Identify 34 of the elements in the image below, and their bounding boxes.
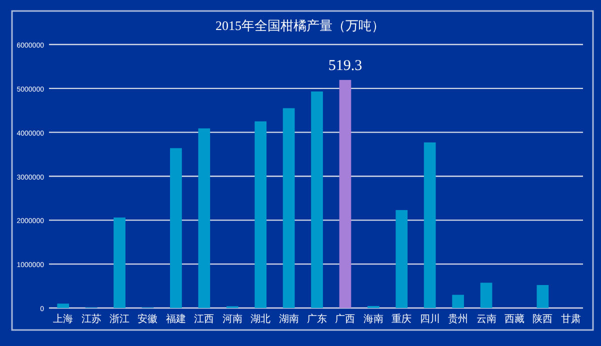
- x-tick-label: 陕西: [532, 313, 553, 325]
- bar: [254, 121, 267, 308]
- x-tick-label: 湖北: [250, 313, 271, 325]
- x-tick-label: 安徽: [138, 313, 158, 325]
- x-tick-label: 重庆: [392, 313, 412, 325]
- x-tick-label: 贵州: [448, 313, 468, 325]
- x-tick-label: 江西: [194, 313, 214, 325]
- x-tick-label: 湖南: [278, 313, 299, 325]
- bar: [452, 294, 464, 308]
- x-tick-label: 西藏: [504, 313, 524, 325]
- x-tick-label: 甘肃: [560, 313, 581, 325]
- x-tick-label: 河南: [222, 313, 242, 325]
- x-tick-label: 广西: [335, 313, 356, 325]
- x-tick-label: 四川: [420, 313, 440, 325]
- x-tick-label: 广东: [307, 313, 327, 325]
- x-tick-label: 江苏: [81, 313, 102, 325]
- bar: [198, 128, 210, 308]
- x-tick-label: 福建: [166, 313, 186, 325]
- bar: [480, 282, 492, 308]
- x-tick-label: 上海: [53, 313, 74, 325]
- bar: [311, 91, 323, 308]
- bar: [57, 304, 70, 308]
- bar: [424, 142, 436, 308]
- chart-title: 2015年全国柑橘产量（万吨）: [216, 18, 384, 33]
- bar: [170, 148, 182, 308]
- bar: [396, 210, 408, 308]
- x-tick-label: 云南: [476, 313, 496, 325]
- annotation: 519.3: [328, 58, 362, 74]
- x-tick-label: 浙江: [110, 313, 130, 325]
- bar: [339, 80, 352, 308]
- x-tick-label: 海南: [363, 313, 384, 325]
- bar: [536, 285, 549, 308]
- bar: [282, 108, 295, 308]
- bar: [114, 218, 126, 308]
